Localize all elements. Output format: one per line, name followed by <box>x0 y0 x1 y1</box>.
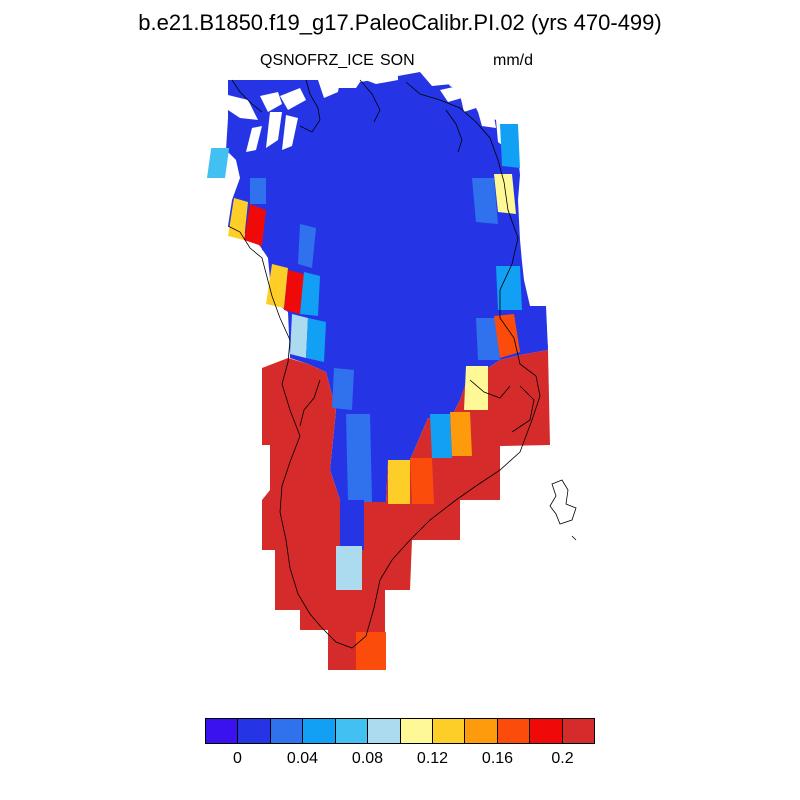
colorbar-swatch <box>270 719 304 743</box>
missing-data-gaps <box>228 70 496 152</box>
units-label: mm/d <box>493 52 533 69</box>
season-label: SON <box>380 52 415 69</box>
colorbar-tick-label: 0.16 <box>481 750 514 767</box>
colorbar-tick-label: 0.12 <box>416 750 449 767</box>
colorbar-swatch <box>400 719 433 743</box>
colorbar-swatch <box>335 719 369 743</box>
colorbar-swatch <box>368 719 401 743</box>
red-periphery <box>262 350 550 670</box>
colorbar-swatch <box>562 719 595 743</box>
variable-label: QSNOFRZ_ICE <box>260 52 374 69</box>
colorbar-tick-label: 0 <box>233 750 242 767</box>
plot-title: b.e21.B1850.f19_g17.PaleoCalibr.PI.02 (y… <box>138 10 662 35</box>
colorbar-swatch <box>206 719 239 743</box>
colorbar <box>205 718 595 744</box>
colorbar-swatch <box>303 719 336 743</box>
colorbar-tick-label: 0.04 <box>286 750 319 767</box>
colorbar-swatch <box>530 719 563 743</box>
colorbar-tick-label: 0.2 <box>551 750 574 767</box>
colorbar-tick-label: 0.08 <box>351 750 384 767</box>
coastline <box>227 79 577 649</box>
colorbar-swatch <box>432 719 466 743</box>
colorbar-swatch <box>497 719 531 743</box>
colorbar-swatch <box>465 719 498 743</box>
ice-interior <box>226 72 548 550</box>
margin-cells <box>206 124 548 670</box>
colorbar-swatch <box>238 719 271 743</box>
